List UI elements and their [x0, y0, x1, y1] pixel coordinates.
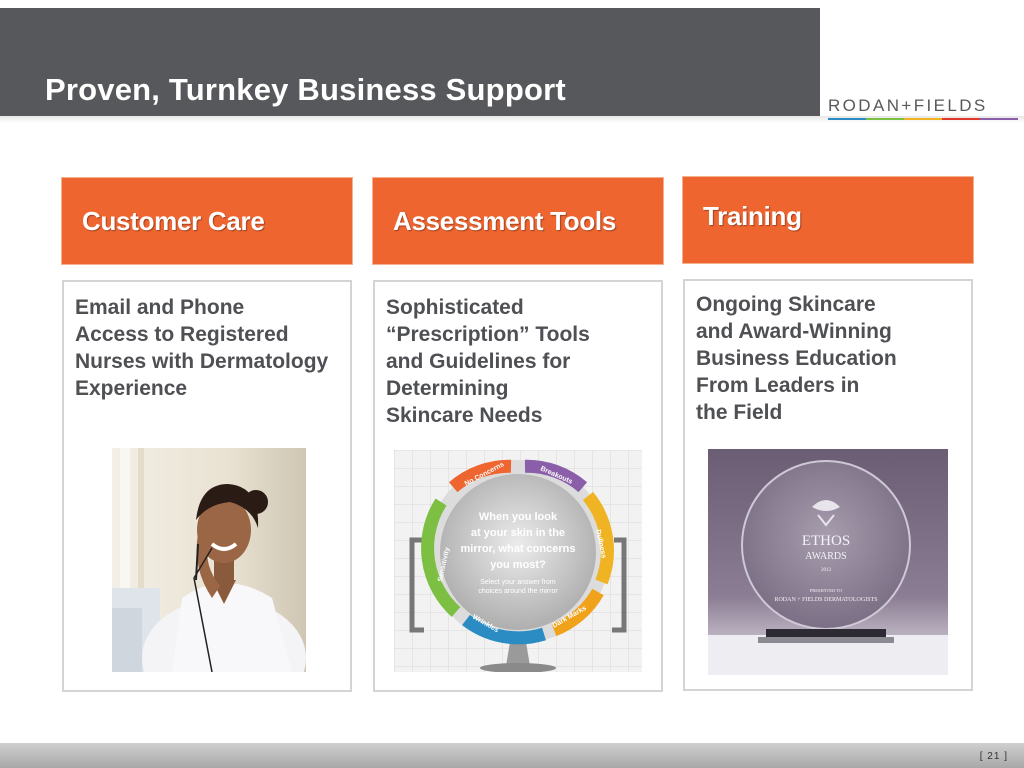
logo-stripes [828, 118, 1018, 120]
column-training: Training Ongoing Skincare and Award-Winn… [683, 177, 973, 691]
column-heading: Assessment Tools [393, 206, 617, 236]
title-underline [0, 116, 1024, 123]
award-trophy-image: ETHOS AWARDS 2013 PRESENTED TO RODAN + F… [708, 449, 948, 675]
column-heading: Training [703, 201, 802, 231]
svg-text:you most?: you most? [490, 559, 546, 571]
award-trophy-illustration: ETHOS AWARDS 2013 PRESENTED TO RODAN + F… [708, 449, 948, 675]
column-heading: Customer Care [82, 206, 265, 236]
column-description: Sophisticated “Prescription” Tools and G… [386, 296, 590, 427]
column-assessment-tools: Assessment Tools Sophisticated “Prescrip… [373, 178, 663, 692]
page-number: [ 21 ] [979, 751, 1008, 762]
svg-text:2013: 2013 [821, 568, 832, 573]
svg-text:at your skin in the: at your skin in the [471, 527, 565, 539]
customer-service-photo [112, 448, 306, 672]
column-description: Ongoing Skincare and Award-Winning Busin… [696, 293, 897, 424]
brand-logo: RODAN+FIELDS [828, 96, 1018, 120]
svg-text:When you look: When you look [479, 511, 558, 523]
customer-service-illustration [112, 448, 306, 672]
svg-text:PRESENTED TO: PRESENTED TO [810, 588, 843, 593]
footer-bar [0, 743, 1024, 768]
svg-text:choices around the mirror: choices around the mirror [478, 588, 558, 595]
slide-title: Proven, Turnkey Business Support [45, 72, 566, 107]
column-body: Sophisticated “Prescription” Tools and G… [373, 280, 663, 692]
column-body: Email and Phone Access to Registered Nur… [62, 280, 352, 692]
column-header: Assessment Tools [373, 178, 663, 264]
svg-text:ETHOS: ETHOS [802, 533, 850, 549]
column-body: Ongoing Skincare and Award-Winning Busin… [683, 279, 973, 691]
column-customer-care: Customer Care Email and Phone Access to … [62, 178, 352, 692]
svg-text:Select your answer from: Select your answer from [480, 579, 556, 586]
svg-text:RODAN + FIELDS DERMATOLOGISTS: RODAN + FIELDS DERMATOLOGISTS [774, 597, 877, 603]
svg-text:mirror, what concerns: mirror, what concerns [461, 543, 576, 555]
svg-text:AWARDS: AWARDS [805, 551, 846, 562]
title-bar [0, 8, 820, 116]
column-header: Training [683, 177, 973, 263]
column-header: Customer Care [62, 178, 352, 264]
column-description: Email and Phone Access to Registered Nur… [75, 296, 329, 400]
mirror-wheel-illustration: When you look at your skin in the mirror… [394, 450, 642, 672]
mirror-wheel-image: When you look at your skin in the mirror… [394, 450, 642, 672]
logo-text: RODAN+FIELDS [828, 96, 988, 115]
